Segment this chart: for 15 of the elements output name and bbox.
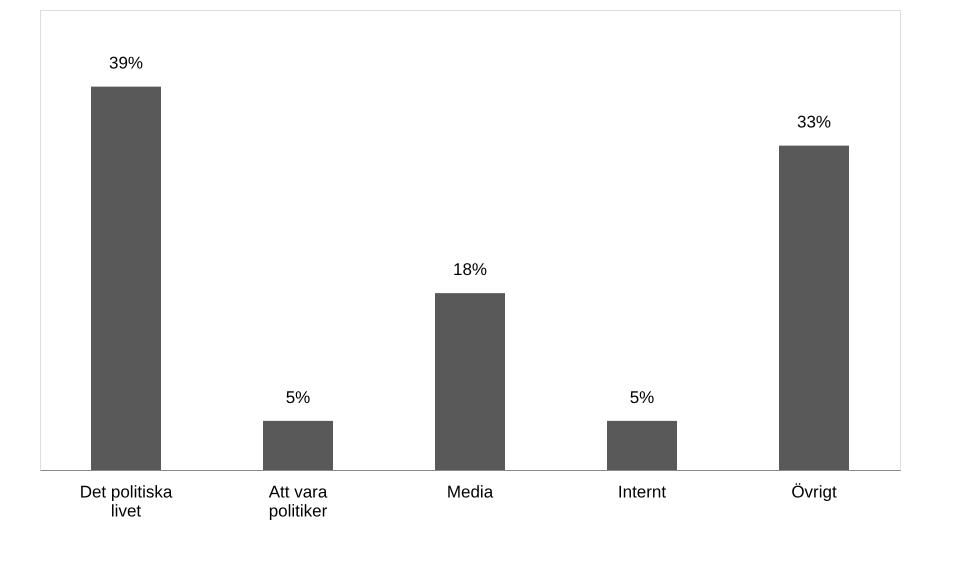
x-tick-label: Det politiska livet <box>80 482 173 520</box>
bar <box>435 293 505 470</box>
bar <box>607 420 677 470</box>
x-tick-label: Att vara politiker <box>268 482 328 520</box>
x-tick-label: Övrigt <box>791 482 837 502</box>
bar <box>91 86 161 470</box>
data-label: 5% <box>630 388 654 407</box>
bar <box>779 146 849 470</box>
data-label: 5% <box>286 388 310 407</box>
x-tick-label: Internt <box>618 482 666 502</box>
data-label: 33% <box>796 112 832 132</box>
data-label: 18% <box>452 260 488 280</box>
data-label: 39% <box>108 54 144 73</box>
bar <box>263 420 333 470</box>
x-tick-label: Media <box>446 482 494 502</box>
